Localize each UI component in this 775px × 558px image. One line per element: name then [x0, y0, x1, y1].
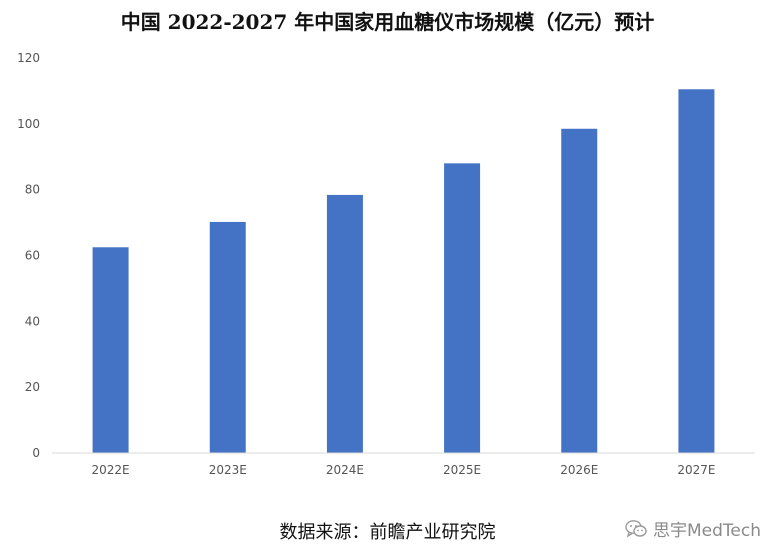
bar	[561, 128, 598, 454]
x-tick-label: 2026E	[560, 463, 598, 477]
watermark-text: 思宇MedTech	[653, 521, 761, 541]
bar	[444, 163, 481, 454]
bar	[326, 194, 363, 453]
x-tick-label: 2022E	[92, 463, 130, 477]
x-axis: 2022E 2023E 2024E 2025E 2026E 2027E	[92, 463, 716, 477]
y-tick-label: 20	[25, 380, 40, 394]
watermark: 思宇MedTech	[625, 516, 761, 541]
bar	[209, 221, 246, 453]
bar	[92, 247, 129, 453]
y-axis: 0 20 40 60 80 100 120	[17, 51, 40, 460]
bar-chart: 0 20 40 60 80 100 120 2022E 2023E 2024E 2025E 2026…	[17, 51, 755, 477]
x-tick-label: 2025E	[443, 463, 481, 477]
x-tick-label: 2024E	[326, 463, 364, 477]
y-tick-label: 120	[17, 51, 40, 65]
y-tick-label: 40	[25, 314, 40, 328]
bar	[678, 89, 715, 453]
y-tick-label: 60	[25, 249, 40, 263]
bars-group	[92, 89, 715, 454]
y-tick-label: 80	[25, 183, 40, 197]
x-tick-label: 2027E	[677, 463, 715, 477]
source-note: 数据来源：前瞻产业研究院	[279, 522, 496, 543]
y-tick-label: 100	[17, 117, 40, 131]
y-tick-label: 0	[32, 446, 40, 460]
x-tick-label: 2023E	[209, 463, 247, 477]
wechat-icon	[625, 519, 647, 539]
chart-title: 中国 2022-2027 年中国家用血糖仪市场规模（亿元）预计	[120, 10, 655, 34]
